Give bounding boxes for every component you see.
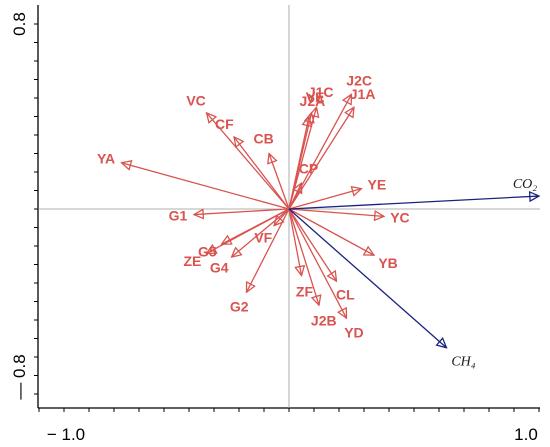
sample-arrow-label: CL [336,287,355,303]
env-arrow [288,208,447,348]
sample-arrow [288,208,302,276]
sample-arrow-label: J2A [300,93,326,109]
sample-arrow [288,208,319,305]
sample-arrow-label: ZE [183,253,201,269]
sample-arrow-label: YB [378,255,397,271]
sample-arrow-label: J1A [350,86,376,102]
sample-arrow [288,189,362,210]
sample-arrow-label: J1C [308,84,334,100]
sample-arrow [234,137,290,210]
sample-arrow [288,208,374,255]
sample-arrow-label: VF [254,230,272,246]
y-tick-top: 0.8 [10,12,29,36]
sample-arrow [207,208,290,253]
arrow-layer [122,94,540,347]
env-arrow-label: CH₄ [451,354,475,369]
env-arrow-label: CO₂ [513,177,537,192]
sample-arrow-label: CB [253,130,273,146]
sample-arrow [207,113,290,210]
sample-arrow [194,208,290,215]
sample-arrow-label: ZF [296,283,314,299]
sample-arrow [247,208,290,292]
x-tick-left: − 1.0 [47,425,85,444]
sample-arrow [288,94,352,210]
sample-arrow-label: YE [368,176,387,192]
sample-arrow-label: CF [215,116,234,132]
sample-arrow [122,163,290,210]
sample-arrow-label: G1 [169,207,188,223]
sample-arrow [288,208,347,318]
sample-arrow-label: YC [390,210,409,226]
sample-arrow [288,208,384,216]
sample-arrow-label: J2C [346,72,372,88]
axis-ticks [34,23,540,412]
sample-arrow-label: G2 [230,299,249,315]
sample-arrow [288,208,337,281]
y-tick-bottom: — 0.8 [10,354,29,399]
sample-arrow-label: YD [344,324,363,340]
env-arrow [288,196,539,210]
x-tick-right: 1.0 [514,425,538,444]
sample-arrow-label: CP [299,161,318,177]
sample-arrow [269,154,290,210]
sample-arrow [232,208,290,257]
sample-arrow-label: J2B [311,312,337,328]
sample-arrow-label: YA [97,150,115,166]
sample-arrow [288,183,302,210]
sample-arrow-label: VE [306,89,325,105]
sample-arrow-label: VC [186,93,205,109]
sample-arrow-label: G4 [210,259,229,275]
sample-arrow-label: G5 [198,244,217,260]
